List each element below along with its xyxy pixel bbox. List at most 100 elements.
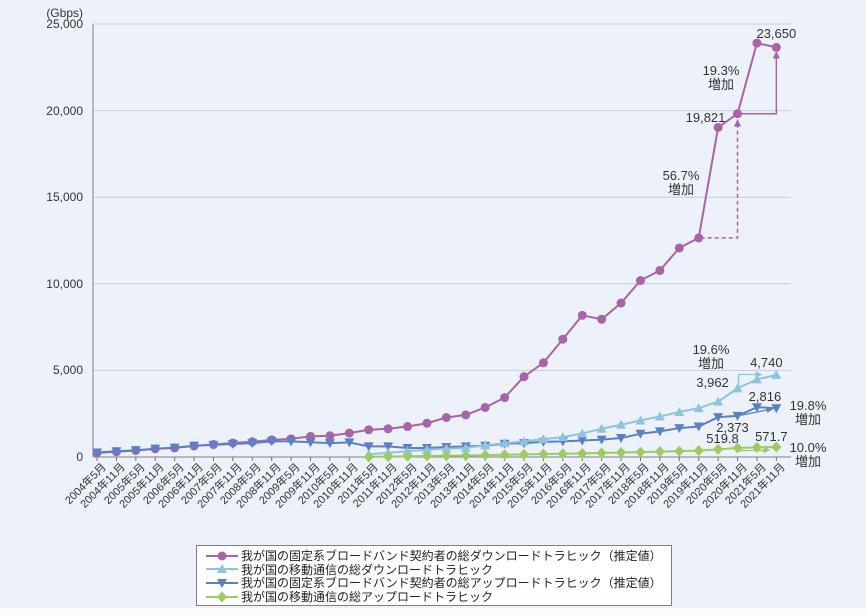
- data-point-marker-fixed_ul: [363, 442, 374, 452]
- data-point-marker-fixed_ul: [130, 446, 141, 456]
- data-point-marker-mobile_dl: [693, 403, 704, 413]
- data-point-marker-mobile_ul: [674, 445, 685, 457]
- data-point-marker-mobile_dl: [519, 436, 530, 446]
- data-point-marker-mobile_dl: [577, 428, 588, 438]
- data-point-marker-mobile_ul: [577, 447, 588, 459]
- data-point-marker-fixed_ul: [305, 438, 316, 448]
- y-axis-unit-label: (Gbps): [46, 6, 83, 20]
- percent-increase-label: 10.0% 増加: [789, 440, 827, 469]
- data-point-marker-mobile_dl: [460, 442, 471, 452]
- data-point-marker-mobile_dl: [674, 406, 685, 416]
- data-point-marker-fixed_dl: [674, 243, 684, 253]
- data-point-marker-fixed_dl: [752, 38, 762, 48]
- data-point-marker-fixed_dl: [422, 418, 432, 428]
- data-point-marker-fixed_ul: [227, 440, 238, 450]
- data-point-marker-fixed_dl: [655, 265, 665, 275]
- legend-marker-triangle-down-icon: [206, 578, 238, 588]
- data-point-marker-fixed_ul: [208, 440, 219, 450]
- data-point-marker-fixed_dl: [461, 410, 471, 420]
- data-point-marker-mobile_ul: [383, 451, 394, 463]
- data-point-value-label: 519.8: [706, 430, 739, 446]
- data-point-marker-fixed_ul: [111, 447, 122, 457]
- data-point-marker-mobile_dl: [713, 396, 724, 406]
- data-point-marker-mobile_ul: [402, 450, 413, 462]
- data-point-marker-fixed_ul: [577, 436, 588, 446]
- data-point-marker-fixed_dl: [616, 298, 626, 308]
- series-line-fixed_dl: [96, 41, 777, 454]
- legend-label: 我が国の固定系ブロードバンド契約者の総アップロードトラヒック（推定値）: [241, 576, 662, 591]
- chart-legend: 我が国の固定系ブロードバンド契約者の総ダウンロードトラヒック（推定値） 我が国の移…: [196, 545, 672, 606]
- legend-marker-triangle-up-icon: [206, 564, 238, 574]
- data-point-value-label: 3,962: [696, 375, 729, 391]
- data-point-marker-mobile_dl: [771, 369, 782, 379]
- data-point-marker-mobile_ul: [635, 446, 646, 458]
- data-point-marker-fixed_dl: [383, 424, 393, 434]
- data-point-value-label: 23,650: [756, 26, 797, 42]
- data-point-marker-fixed_ul: [771, 404, 782, 414]
- data-point-marker-mobile_ul: [557, 448, 568, 460]
- data-point-marker-fixed_ul: [324, 439, 335, 449]
- legend-marker-circle-icon: [206, 551, 238, 561]
- data-point-marker-mobile_ul: [713, 443, 724, 455]
- data-point-marker-mobile_dl: [616, 419, 627, 429]
- bottom-margin-strip: [0, 608, 866, 615]
- data-point-marker-fixed_dl: [344, 428, 354, 438]
- data-point-marker-mobile_dl: [596, 423, 607, 433]
- data-point-marker-fixed_ul: [266, 437, 277, 447]
- data-point-value-label: 2,373: [716, 419, 749, 435]
- data-point-marker-mobile_dl: [538, 434, 549, 444]
- data-point-marker-fixed_dl: [403, 422, 413, 432]
- data-point-marker-fixed_ul: [616, 433, 627, 443]
- data-point-marker-mobile_ul: [441, 450, 452, 462]
- data-point-marker-fixed_ul: [732, 411, 743, 421]
- data-point-marker-fixed_ul: [383, 442, 394, 452]
- data-point-marker-fixed_dl: [771, 42, 781, 52]
- data-point-marker-mobile_dl: [499, 438, 510, 448]
- data-point-marker-fixed_dl: [519, 372, 529, 382]
- data-point-marker-fixed_dl: [597, 314, 607, 324]
- data-point-marker-fixed_ul: [344, 438, 355, 448]
- legend-label: 我が国の固定系ブロードバンド契約者の総ダウンロードトラヒック（推定値）: [241, 549, 662, 564]
- percent-increase-label: 19.8% 増加: [789, 398, 827, 427]
- data-point-marker-mobile_ul: [654, 446, 665, 458]
- legend-item-mobile_ul: 我が国の移動通信の総アップロードトラヒック: [205, 590, 671, 604]
- data-point-marker-mobile_ul: [538, 448, 549, 460]
- data-point-marker-fixed_ul: [713, 413, 724, 423]
- data-point-marker-fixed_ul: [247, 439, 258, 449]
- data-point-marker-fixed_ul: [286, 437, 297, 447]
- y-tick-label: 5,000: [52, 363, 83, 378]
- data-point-value-label: 19,821: [685, 109, 726, 125]
- increase-arrow-mobile-dl: [737, 373, 758, 388]
- data-point-marker-fixed_dl: [694, 233, 704, 243]
- data-point-marker-mobile_ul: [693, 445, 704, 457]
- data-point-marker-fixed_dl: [558, 334, 568, 344]
- data-point-marker-mobile_dl: [654, 411, 665, 421]
- data-point-marker-fixed_ul: [92, 448, 102, 458]
- legend-item-fixed_ul: 我が国の固定系ブロードバンド契約者の総アップロードトラヒック（推定値）: [205, 576, 671, 590]
- arrowhead: [755, 371, 763, 378]
- legend-marker-diamond-icon: [206, 591, 238, 603]
- data-point-marker-mobile_dl: [732, 383, 743, 393]
- data-point-marker-fixed_ul: [751, 403, 762, 413]
- data-point-marker-mobile_ul: [421, 450, 432, 462]
- data-point-marker-fixed_ul: [654, 427, 665, 437]
- data-point-marker-mobile_ul: [499, 449, 510, 461]
- legend-item-mobile_dl: 我が国の移動通信の総ダウンロードトラヒック: [205, 563, 671, 577]
- data-point-marker-mobile_ul: [616, 446, 627, 458]
- data-point-marker-mobile_dl: [480, 440, 491, 450]
- arrowhead: [772, 51, 780, 59]
- data-point-marker-fixed_ul: [693, 422, 704, 432]
- data-point-marker-fixed_ul: [596, 435, 607, 445]
- y-tick-label: 10,000: [46, 276, 83, 291]
- arrowhead: [763, 446, 771, 454]
- legend-item-fixed_dl: 我が国の固定系ブロードバンド契約者の総ダウンロードトラヒック（推定値）: [205, 549, 671, 563]
- series-line-mobile_dl: [368, 373, 777, 456]
- data-point-marker-fixed_dl: [364, 425, 374, 435]
- data-point-marker-mobile_dl: [557, 432, 568, 442]
- data-point-marker-mobile_ul: [596, 447, 607, 459]
- data-point-marker-fixed_dl: [500, 393, 510, 403]
- data-point-marker-mobile_ul: [480, 449, 491, 461]
- data-point-marker-mobile_dl: [441, 443, 452, 453]
- data-point-value-label: 571.7: [755, 429, 788, 445]
